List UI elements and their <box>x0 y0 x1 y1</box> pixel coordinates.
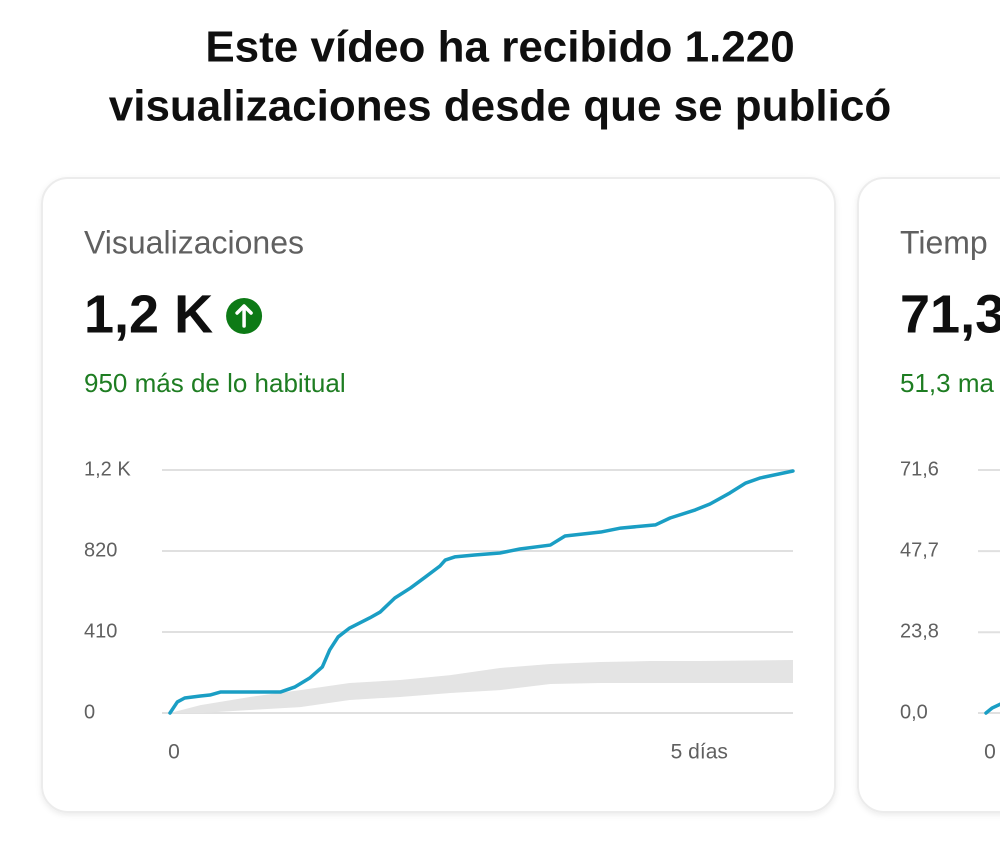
y-tick-label: 0 <box>84 701 95 723</box>
y-tick-label: 0,0 <box>900 701 928 723</box>
metric-card[interactable]: Visualizaciones 1,2 K 950 más de lo habitu… <box>41 177 836 813</box>
card-title: Tiemp <box>900 224 988 260</box>
y-tick-label: 47,7 <box>900 539 939 561</box>
page-title: visualizaciones desde que se publicó <box>109 82 891 131</box>
x-tick-label: 5 días <box>671 741 728 764</box>
y-tick-label: 410 <box>84 620 117 642</box>
card-delta: 51,3 ma <box>900 368 994 398</box>
data-line <box>168 469 795 715</box>
y-tick-label: 820 <box>84 539 117 561</box>
data-line <box>984 702 1000 715</box>
card-title: Visualizaciones <box>84 224 304 260</box>
page-title: Este vídeo ha recibido 1.220 <box>205 23 794 72</box>
x-tick-label: 0 <box>168 741 180 764</box>
card-background <box>857 177 1000 813</box>
card-value: 1,2 K <box>84 284 213 344</box>
typical-range-band <box>170 660 793 713</box>
card-delta: 950 más de lo habitual <box>84 368 346 398</box>
y-tick-label: 23,8 <box>900 621 939 643</box>
card-value: 71,3 <box>900 284 1000 344</box>
card-background <box>41 177 836 813</box>
metric-card[interactable]: Tiemp 71,3 51,3 ma 0,0 23,8 47,7 71,6 0 <box>857 177 1000 813</box>
x-tick-label: 0 <box>984 741 996 764</box>
y-tick-label: 71,6 <box>900 458 939 480</box>
up-arrow-glyph <box>235 304 253 328</box>
y-tick-label: 1,2 K <box>84 458 131 480</box>
